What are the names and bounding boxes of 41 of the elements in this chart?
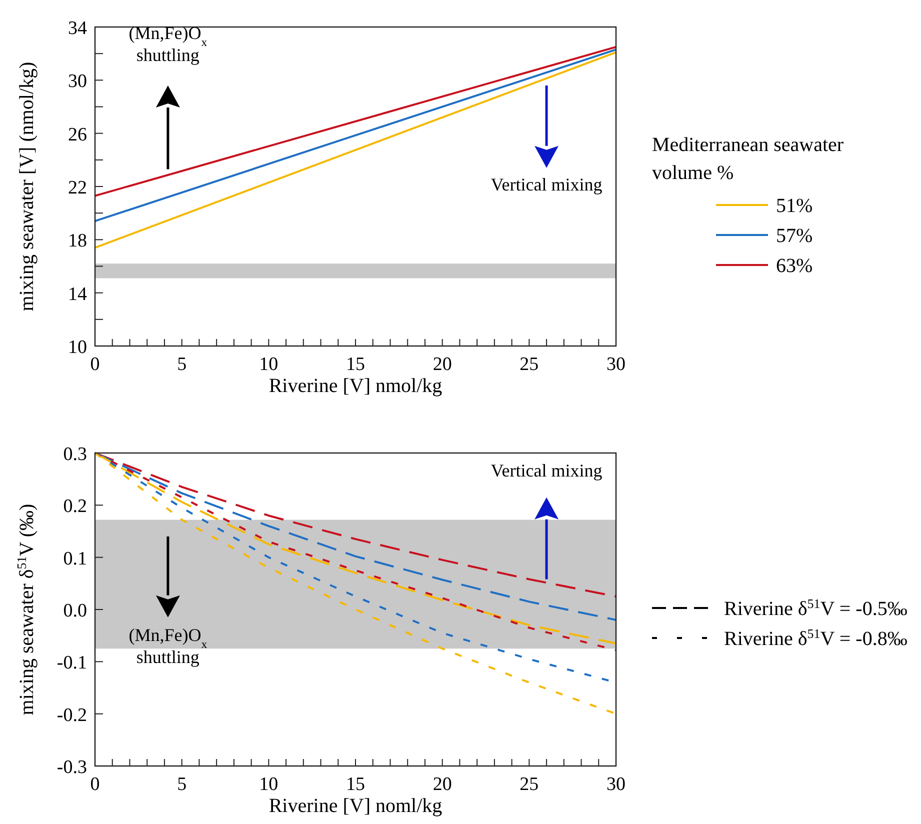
y-axis-title: mixing seawater [V] (nmol/kg) — [16, 62, 38, 312]
x-tick-label: 15 — [346, 354, 365, 375]
y-tick-label: 34 — [68, 18, 88, 39]
annotation: (Mn,Fe)O$_{x}$ shuttling — [128, 624, 208, 667]
y-tick-label: 18 — [68, 230, 87, 252]
legend-label: 57% — [776, 225, 813, 247]
text: Riverine δ$^{51}$V = -0.5‰ — [724, 596, 908, 620]
y-tick-label: 26 — [68, 124, 87, 146]
x-tick-label: 15 — [346, 774, 365, 795]
x-tick-label: 30 — [606, 354, 626, 375]
x-tick-label: 25 — [520, 774, 539, 795]
y-tick-label: -0.2 — [56, 704, 87, 726]
x-tick-label: 10 — [259, 774, 278, 795]
x-tick-label: 5 — [177, 774, 187, 795]
y-tick-label: 10 — [68, 337, 87, 358]
y-tick-label: 0.1 — [63, 548, 87, 570]
y-tick-label: 0.2 — [63, 496, 87, 518]
x-axis-title: Riverine [V] nmol/kg — [268, 375, 442, 397]
annotation: (Mn,Fe)O$_{x}$ shuttling — [128, 22, 208, 65]
annotation: Vertical mixing — [490, 174, 602, 194]
x-tick-label: 10 — [259, 354, 278, 375]
legend-label: 51% — [776, 195, 813, 217]
x-tick-label: 5 — [177, 354, 187, 375]
legend-label: 63% — [776, 255, 813, 277]
y-tick-label: 0.0 — [63, 600, 87, 622]
x-tick-label: 0 — [90, 774, 100, 795]
x-tick-label: 0 — [90, 354, 100, 375]
x-tick-label: 20 — [432, 354, 452, 375]
legend-title: Mediterranean seawater volume % — [652, 134, 844, 184]
y-tick-label: -0.1 — [56, 652, 87, 674]
y-tick-label: 14 — [68, 284, 88, 305]
annotation: Vertical mixing — [490, 460, 602, 480]
text: Riverine δ$^{51}$V = -0.8‰ — [724, 626, 908, 650]
x-tick-label: 20 — [432, 774, 452, 795]
x-tick-label: 25 — [520, 354, 539, 375]
y-tick-label: 30 — [68, 71, 87, 92]
y-tick-label: 0.3 — [63, 444, 87, 465]
x-axis-title: Riverine [V] noml/kg — [268, 795, 442, 817]
x-tick-label: 30 — [606, 774, 626, 795]
y-tick-label: 22 — [68, 178, 87, 198]
y-tick-label: -0.3 — [56, 757, 87, 778]
